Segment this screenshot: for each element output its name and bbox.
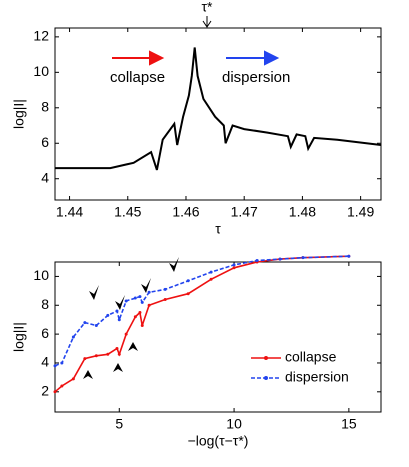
y-tick-label: 10	[33, 267, 49, 283]
data-point	[255, 259, 259, 263]
data-point	[71, 377, 75, 381]
data-point	[209, 277, 213, 281]
y-tick-label: 8	[41, 296, 49, 312]
legend-label: collapse	[285, 349, 337, 365]
collapse-label: collapse	[110, 69, 165, 86]
data-point	[147, 290, 151, 294]
x-tick-label: 1.48	[289, 204, 316, 220]
data-point	[53, 390, 57, 394]
tau-star-label: τ*	[202, 0, 214, 15]
data-point	[117, 352, 121, 356]
legend-marker	[264, 376, 268, 380]
data-point	[140, 323, 144, 327]
data-point	[186, 279, 190, 283]
x-tick-label: 1.44	[56, 204, 83, 220]
data-point	[124, 299, 128, 303]
data-point	[60, 384, 64, 388]
data-point	[115, 347, 119, 351]
x-tick-label: 1.45	[114, 204, 141, 220]
y-tick-label: 6	[41, 134, 49, 150]
y-tick-label: 2	[41, 383, 49, 399]
data-point	[138, 310, 142, 314]
data-point	[94, 323, 98, 327]
data-point	[147, 303, 151, 307]
data-point	[53, 364, 57, 368]
legend-marker	[264, 356, 268, 360]
data-point	[138, 295, 142, 299]
y-tick-label: 10	[33, 63, 49, 79]
data-point	[186, 292, 190, 296]
data-point	[301, 256, 305, 260]
y-tick-label: 6	[41, 325, 49, 341]
y-axis-label: log|I|	[11, 99, 27, 129]
plot-frame	[54, 261, 382, 413]
legend-label: dispersion	[285, 369, 349, 385]
event-arrows	[83, 257, 179, 379]
data-point	[133, 315, 137, 319]
x-axis-label: τ	[215, 221, 221, 237]
data-point	[83, 321, 87, 325]
x-tick-label: 1.47	[231, 204, 258, 220]
plot-frame	[54, 27, 382, 201]
data-point	[83, 357, 87, 361]
y-tick-label: 8	[41, 98, 49, 114]
y-axis-label: log|I|	[11, 322, 27, 352]
data-point	[94, 354, 98, 358]
x-tick-label: 10	[226, 416, 242, 432]
data-point	[106, 313, 110, 317]
dispersion-arrow	[226, 50, 280, 66]
x-tick-label: 5	[115, 416, 123, 432]
data-point	[106, 352, 110, 356]
data-point	[140, 300, 144, 304]
data-point	[278, 257, 282, 261]
collapse-arrow	[112, 50, 165, 66]
x-tick-label: 15	[341, 416, 357, 432]
data-point	[232, 266, 236, 270]
data-point	[347, 254, 351, 258]
data-point	[163, 298, 167, 301]
data-line	[55, 47, 382, 171]
data-point	[115, 309, 119, 313]
y-tick-label: 12	[33, 28, 49, 44]
dispersion-label: dispersion	[222, 69, 290, 86]
x-axis-label: −log(τ−τ*)	[188, 433, 249, 449]
data-point	[71, 335, 75, 339]
data-point	[133, 296, 137, 300]
data-point	[163, 287, 167, 291]
x-tick-label: 1.46	[172, 204, 199, 220]
data-point	[124, 332, 128, 336]
data-point	[209, 270, 213, 274]
data-point	[232, 263, 236, 267]
y-tick-label: 4	[41, 169, 49, 185]
x-tick-label: 1.49	[347, 204, 374, 220]
data-point	[117, 318, 121, 322]
y-tick-label: 4	[41, 354, 49, 370]
data-point	[60, 361, 64, 365]
tau-star-arrow	[202, 16, 212, 28]
